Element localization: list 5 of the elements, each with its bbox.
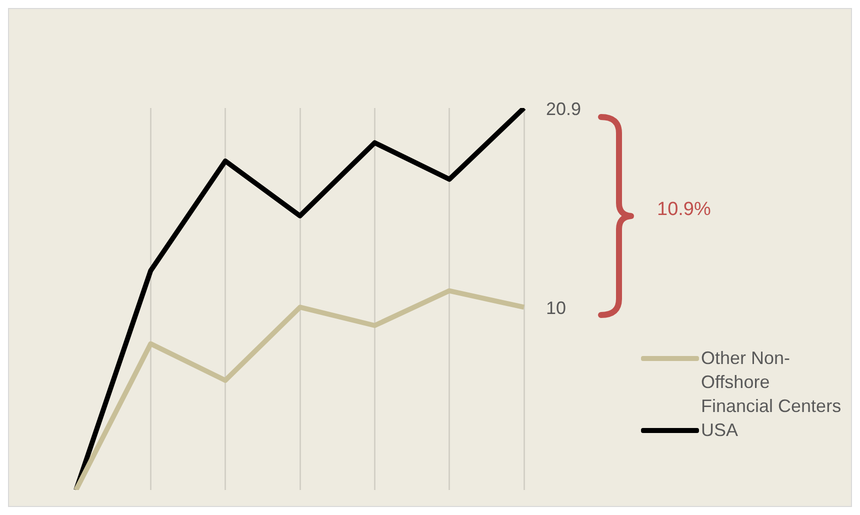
- legend-label: USA: [701, 419, 738, 442]
- data-label: 10: [546, 298, 566, 318]
- text: 10.9%: [657, 199, 711, 221]
- data-label: 20.9: [546, 98, 582, 119]
- legend-label: Other Non-Offshore Financial Centers: [701, 347, 842, 418]
